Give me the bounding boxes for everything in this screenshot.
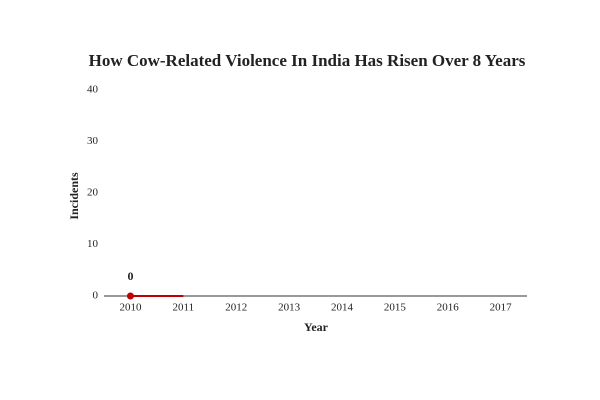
y-axis-label: Incidents: [67, 172, 81, 220]
value-label: 0: [127, 269, 133, 283]
x-tick-label: 2016: [437, 302, 460, 314]
y-tick-label: 20: [87, 187, 99, 199]
y-tick-label: 0: [93, 290, 99, 302]
x-tick-label: 2014: [331, 302, 354, 314]
x-axis-label: Year: [304, 320, 329, 334]
y-tick-label: 10: [87, 238, 99, 250]
x-tick-label: 2011: [173, 302, 195, 314]
x-tick-label: 2017: [490, 302, 513, 314]
x-tick-label: 2015: [384, 302, 407, 314]
y-tick-label: 30: [87, 135, 99, 147]
x-tick-label: 2012: [225, 302, 247, 314]
y-tick-label: 40: [87, 84, 99, 96]
chart-title: How Cow-Related Violence In India Has Ri…: [89, 51, 526, 70]
x-tick-label: 2013: [278, 302, 301, 314]
x-tick-label: 2010: [119, 302, 142, 314]
data-point: [126, 292, 134, 300]
